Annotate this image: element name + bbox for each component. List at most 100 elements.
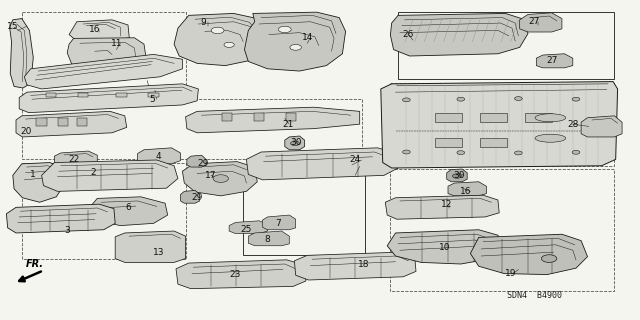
Text: 12: 12: [441, 200, 452, 209]
Text: 16: 16: [89, 25, 100, 34]
Text: 21: 21: [282, 120, 294, 129]
Text: 4: 4: [156, 152, 161, 161]
Polygon shape: [54, 151, 97, 166]
Circle shape: [403, 150, 410, 154]
Polygon shape: [10, 19, 33, 88]
Polygon shape: [262, 215, 296, 230]
Text: 1: 1: [31, 170, 36, 179]
Text: 16: 16: [460, 187, 472, 196]
Polygon shape: [176, 260, 306, 289]
Text: 27: 27: [546, 56, 557, 65]
Text: 26: 26: [403, 30, 414, 39]
Polygon shape: [180, 190, 200, 203]
Text: 27: 27: [529, 17, 540, 26]
Ellipse shape: [535, 114, 566, 122]
Circle shape: [278, 26, 291, 33]
Polygon shape: [447, 169, 467, 182]
Polygon shape: [187, 155, 206, 167]
Polygon shape: [286, 113, 296, 121]
Bar: [398, 12, 614, 79]
Text: 24: 24: [349, 156, 361, 164]
Circle shape: [515, 97, 522, 100]
Circle shape: [452, 174, 461, 178]
Polygon shape: [138, 148, 180, 164]
Polygon shape: [6, 204, 115, 233]
Polygon shape: [246, 148, 398, 180]
Text: 5: 5: [150, 95, 155, 104]
Polygon shape: [387, 230, 504, 264]
Polygon shape: [581, 116, 622, 137]
Text: 6: 6: [125, 203, 131, 212]
Polygon shape: [254, 113, 264, 121]
Polygon shape: [536, 54, 573, 68]
Circle shape: [515, 151, 522, 155]
Polygon shape: [115, 231, 186, 262]
Text: 8: 8: [265, 235, 270, 244]
Polygon shape: [67, 38, 146, 73]
Polygon shape: [294, 252, 416, 280]
Polygon shape: [36, 118, 47, 126]
Text: 17: 17: [205, 171, 217, 180]
Polygon shape: [248, 231, 289, 246]
Circle shape: [213, 175, 228, 182]
Bar: [78, 93, 88, 97]
Bar: [116, 93, 127, 97]
Bar: [46, 93, 56, 97]
Polygon shape: [390, 13, 528, 56]
Polygon shape: [520, 13, 562, 32]
Text: 20: 20: [20, 127, 31, 136]
Circle shape: [541, 255, 557, 262]
Text: 10: 10: [439, 244, 451, 252]
Polygon shape: [16, 111, 127, 137]
Text: 18: 18: [358, 260, 369, 269]
Text: 11: 11: [111, 39, 122, 48]
Text: 29: 29: [198, 159, 209, 168]
Text: 14: 14: [301, 33, 313, 42]
Text: 22: 22: [68, 155, 79, 164]
Polygon shape: [77, 118, 87, 126]
Polygon shape: [86, 197, 168, 226]
Circle shape: [457, 97, 465, 101]
Text: 19: 19: [505, 269, 516, 278]
Bar: [148, 93, 159, 97]
Polygon shape: [186, 107, 360, 133]
Text: 30: 30: [454, 171, 465, 180]
Polygon shape: [229, 221, 269, 234]
Bar: [480, 138, 507, 147]
Bar: [22, 99, 362, 159]
Text: 15: 15: [7, 22, 19, 31]
Text: 9: 9: [201, 18, 206, 27]
Text: 23: 23: [230, 270, 241, 279]
Text: 25: 25: [241, 225, 252, 234]
Text: FR.: FR.: [26, 259, 44, 269]
Bar: [435, 113, 462, 122]
Text: 13: 13: [153, 248, 164, 257]
Bar: [22, 12, 186, 95]
Polygon shape: [24, 54, 182, 89]
Circle shape: [224, 42, 234, 47]
Bar: [390, 169, 614, 291]
Text: 7: 7: [276, 220, 281, 228]
Circle shape: [572, 97, 580, 101]
Circle shape: [403, 98, 410, 102]
Bar: [525, 113, 552, 122]
Polygon shape: [448, 182, 486, 196]
Polygon shape: [42, 160, 178, 191]
Text: 3: 3: [65, 226, 70, 235]
Bar: [243, 175, 365, 255]
Circle shape: [572, 150, 580, 154]
Ellipse shape: [535, 134, 566, 142]
Polygon shape: [381, 82, 618, 168]
Bar: [390, 83, 614, 166]
Polygon shape: [58, 118, 68, 126]
Circle shape: [290, 44, 301, 50]
Circle shape: [291, 141, 300, 146]
Polygon shape: [222, 113, 232, 121]
Polygon shape: [285, 136, 305, 150]
Polygon shape: [470, 234, 588, 275]
Circle shape: [211, 27, 224, 34]
Bar: [480, 113, 507, 122]
Text: SDN4  B4900: SDN4 B4900: [507, 292, 562, 300]
Circle shape: [457, 151, 465, 155]
Bar: [435, 138, 462, 147]
